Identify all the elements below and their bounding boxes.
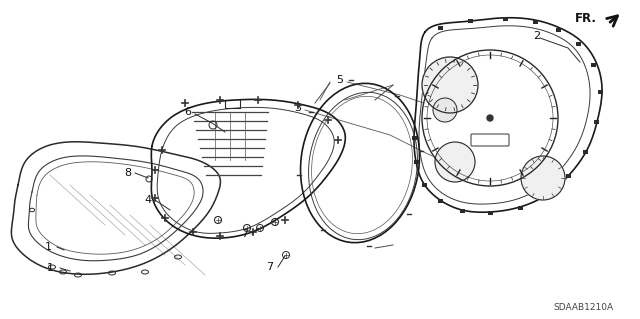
Bar: [422, 183, 426, 187]
Circle shape: [435, 142, 475, 182]
Circle shape: [422, 50, 558, 186]
Text: 6: 6: [184, 107, 191, 117]
Text: 7: 7: [241, 229, 248, 239]
Text: 1: 1: [45, 242, 51, 252]
Bar: [593, 120, 598, 124]
Bar: [582, 150, 588, 154]
Circle shape: [521, 156, 565, 200]
Bar: [413, 160, 419, 164]
Circle shape: [422, 57, 478, 113]
Text: 1: 1: [47, 263, 54, 273]
Bar: [518, 206, 522, 210]
Bar: [412, 136, 417, 140]
Text: SDAAB1210A: SDAAB1210A: [553, 302, 613, 311]
Bar: [556, 28, 561, 32]
Bar: [575, 42, 580, 46]
Bar: [502, 17, 508, 21]
Text: 7: 7: [266, 262, 273, 272]
Text: 8: 8: [124, 168, 132, 178]
Bar: [438, 26, 442, 30]
Bar: [488, 211, 493, 215]
Circle shape: [433, 98, 457, 122]
Text: 2: 2: [533, 31, 541, 41]
Bar: [545, 194, 550, 198]
Text: 3: 3: [294, 103, 301, 113]
Bar: [438, 199, 442, 203]
Bar: [532, 20, 538, 24]
Text: 5: 5: [337, 75, 344, 85]
Text: 4: 4: [145, 195, 152, 205]
Bar: [598, 90, 602, 94]
Circle shape: [487, 115, 493, 121]
Bar: [460, 209, 465, 213]
Bar: [566, 174, 570, 178]
Text: FR.: FR.: [575, 12, 597, 26]
Bar: [467, 19, 472, 23]
Bar: [591, 63, 595, 67]
